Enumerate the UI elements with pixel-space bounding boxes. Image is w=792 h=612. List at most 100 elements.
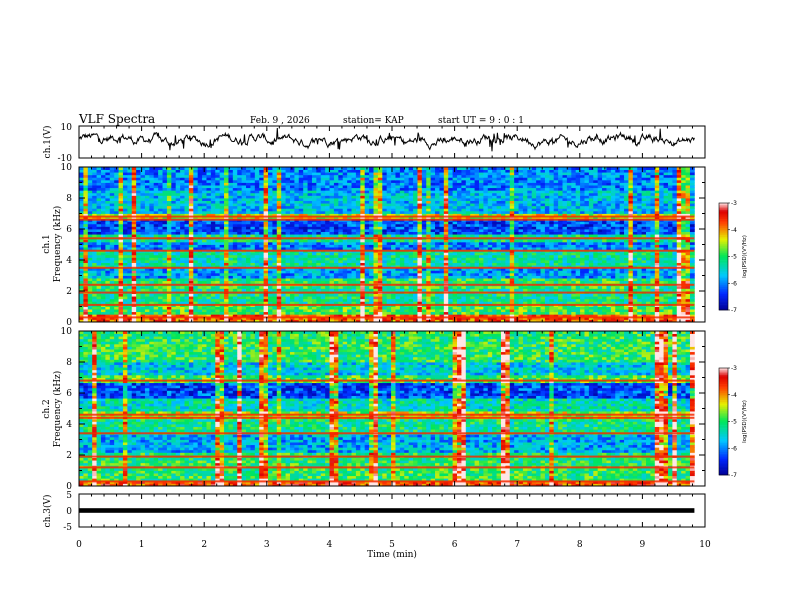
spectrogram-cell (553, 234, 559, 238)
spectrogram-cell (615, 293, 621, 297)
spectrogram-cell (373, 272, 379, 276)
spectrogram-cell (329, 280, 335, 284)
spectrogram-cell (685, 311, 691, 315)
spectrogram-cell (333, 280, 339, 284)
spectrogram-cell (158, 298, 163, 302)
spectrogram-cell (505, 298, 511, 302)
spectrogram-cell (531, 288, 537, 292)
spectrogram-cell (79, 288, 84, 292)
spectrogram-cell (166, 265, 172, 269)
spectrogram-cell (166, 247, 172, 251)
spectrogram-cell (325, 314, 330, 318)
spectrogram-cell (87, 278, 93, 282)
spectrogram-cell (558, 241, 563, 245)
spectrogram-cell (536, 296, 541, 300)
spectrogram-cell (259, 267, 265, 271)
spectrogram-cell (663, 239, 669, 243)
spectrogram-cell (637, 298, 643, 302)
spectrogram-cell (210, 298, 216, 302)
spectrogram-cell (426, 293, 432, 297)
spectrogram-cell (158, 257, 163, 261)
spectrogram-cell (127, 311, 133, 315)
spectrogram-cell (465, 241, 471, 245)
spectrogram-cell (87, 234, 93, 238)
spectrogram-cell (338, 231, 344, 235)
spectrogram-cell (180, 272, 185, 276)
spectrogram-cell (83, 257, 89, 261)
spectrogram-cell (435, 293, 440, 297)
spectrogram-cell (206, 314, 212, 318)
spectrogram-cell (338, 272, 344, 276)
spectrogram-cell (566, 231, 572, 235)
spectrogram-cell (443, 278, 449, 282)
spectrogram-cell (263, 241, 269, 245)
spectrogram-cell (632, 285, 638, 289)
spectrogram-cell (571, 254, 577, 258)
spectrogram-cell (624, 257, 629, 261)
spectrogram-cell (391, 319, 396, 323)
spectrogram-cell (175, 278, 181, 282)
spectrogram-cell (254, 265, 260, 269)
spectrogram-cell (522, 293, 528, 297)
spectrogram-cell (487, 239, 493, 243)
spectrogram-cell (333, 244, 339, 248)
spectrogram-cell (439, 262, 445, 266)
spectrogram-cell (663, 314, 669, 318)
spectrogram-cell (628, 293, 634, 297)
spectrogram-cell (333, 272, 339, 276)
figure-title: VLF Spectra (78, 112, 155, 126)
spectrogram-cell (215, 272, 221, 276)
spectrogram-cell (553, 280, 559, 284)
spectrogram-cell (140, 252, 146, 256)
spectrogram-cell (351, 298, 357, 302)
spectrogram-cell (584, 265, 590, 269)
spectrogram-cell (263, 301, 269, 305)
spectrogram-cell (667, 262, 673, 266)
spectrogram-cell (439, 275, 445, 279)
spectrogram-cell (329, 239, 335, 243)
spectrogram-cell (342, 244, 348, 248)
spectrogram-cell (153, 262, 159, 266)
spectrogram-cell (136, 293, 141, 297)
spectrogram-cell (347, 260, 352, 263)
spectrogram-cell (637, 234, 643, 238)
spectrogram-cell (628, 298, 634, 302)
spectrogram-cell (509, 234, 515, 238)
spectrogram-cell (663, 241, 669, 245)
spectrogram-cell (131, 244, 137, 248)
spectrogram-cell (105, 262, 111, 266)
spectrogram-cell (426, 247, 432, 251)
spectrogram-cell (347, 285, 352, 289)
spectrogram-cell (465, 301, 471, 305)
spectrogram-cell (114, 260, 119, 263)
spectrogram-cell (641, 272, 647, 276)
spectrogram-cell (553, 278, 559, 282)
spectrogram-cell (289, 301, 295, 305)
spectrogram-cell (250, 301, 256, 305)
spectrogram-cell (342, 252, 348, 256)
spectrogram-cell (289, 314, 295, 318)
spectrogram-cell (215, 288, 221, 292)
spectrogram-cell (689, 252, 695, 256)
spectrogram-cell (615, 301, 621, 305)
spectrogram-cell (311, 247, 317, 251)
spectrogram-cell (540, 296, 546, 300)
spectrogram-cell (289, 309, 295, 313)
spectrogram-cell (351, 319, 357, 323)
spectrogram-cell (553, 314, 559, 318)
spectrogram-cell (351, 272, 357, 276)
spectrogram-cell (193, 293, 199, 297)
spectrogram-cell (285, 298, 291, 302)
spectrogram-cell (105, 244, 111, 248)
spectrogram-cell (663, 293, 669, 297)
spectrogram-cell (171, 288, 177, 292)
spectrogram-cell (496, 285, 502, 289)
spectrogram-cell (364, 278, 370, 282)
spectrogram-cell (531, 311, 537, 315)
ch1-spectrogram-heatmap (79, 167, 695, 323)
spectrogram-cell (689, 296, 695, 300)
spectrogram-cell (355, 244, 361, 248)
spectrogram-cell (329, 285, 335, 289)
spectrogram-cell (250, 293, 256, 297)
spectrogram-cell (131, 262, 137, 266)
